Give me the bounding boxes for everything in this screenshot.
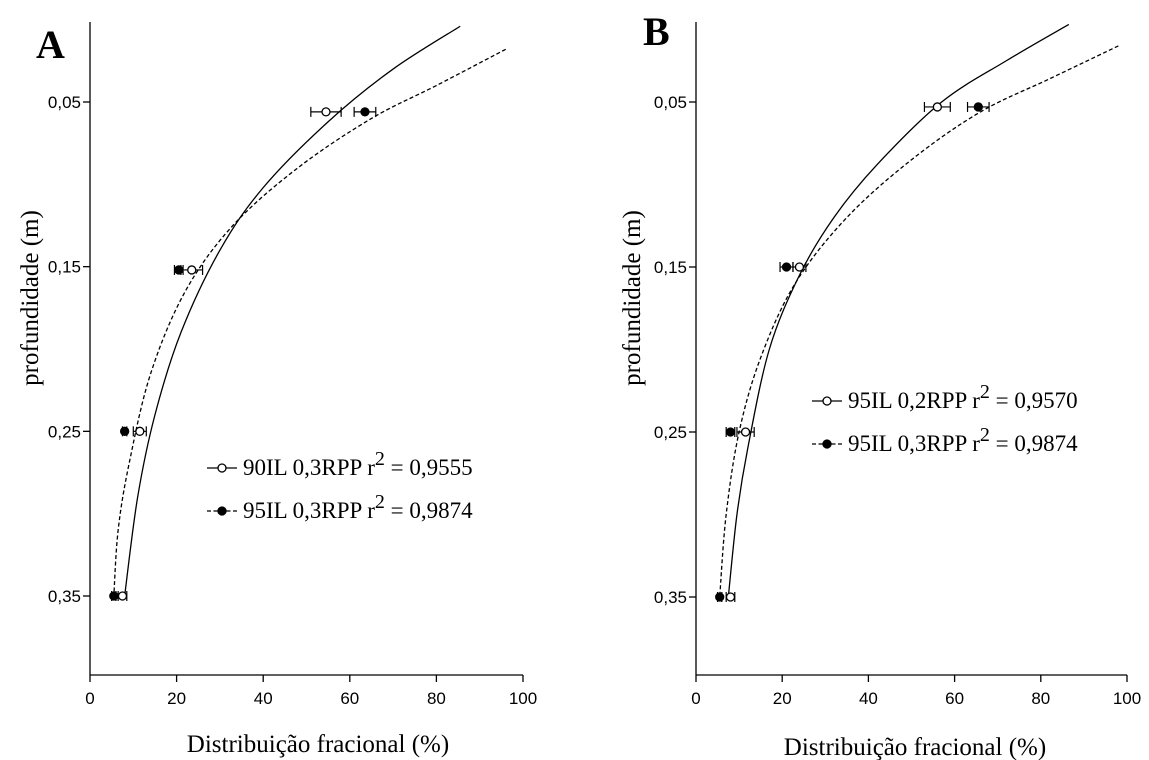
legend-r-symbol: r	[972, 388, 980, 413]
data-point	[725, 592, 736, 602]
series-curve	[727, 23, 1070, 598]
data-point	[135, 426, 145, 436]
y-tick-label: 0,05	[48, 93, 81, 112]
panel-letter: B	[643, 9, 670, 54]
legend-marker	[822, 439, 832, 449]
panel-letter: A	[36, 22, 65, 67]
panel-a: A 0 20 40 60 80 100 0,05 0,15 0,25 0,35 Distribuiçã…	[17, 22, 537, 758]
legend-r-superscript: 2	[980, 424, 990, 446]
data-point	[973, 102, 983, 112]
legend-r-symbol: r	[972, 431, 980, 456]
x-tick-label: 20	[167, 689, 186, 708]
x-tick-label: 80	[1031, 689, 1050, 708]
legend-series-name: 90IL 0,3RPP	[243, 455, 361, 480]
legend-r-superscript: 2	[375, 491, 385, 513]
series-curve	[113, 48, 506, 597]
x-axis-title: Distribuição fracional (%)	[187, 731, 449, 758]
legend-marker	[217, 506, 227, 516]
legend-r-superscript: 2	[375, 448, 385, 470]
legend-series-name: 95IL 0,3RPP	[848, 431, 966, 456]
legend-r-symbol: r	[367, 498, 375, 523]
y-tick-label: 0,25	[48, 422, 81, 441]
data-point	[119, 426, 130, 436]
series-0	[725, 23, 1070, 602]
legend-label: 90IL 0,3RPP r2 = 0,9555	[243, 448, 473, 480]
x-tick-label: 60	[340, 689, 359, 708]
series-curve	[719, 45, 1119, 598]
data-point	[360, 107, 370, 117]
x-tick-label: 40	[254, 689, 273, 708]
legend-r-symbol: r	[367, 455, 375, 480]
x-tick-label: 20	[773, 689, 792, 708]
data-point	[725, 427, 736, 437]
x-tick-label: 80	[427, 689, 446, 708]
legend-r2-value: = 0,9555	[391, 455, 473, 480]
x-axis-title: Distribuição fracional (%)	[784, 734, 1046, 760]
legend-marker	[822, 396, 832, 406]
y-tick-label: 0,15	[654, 258, 687, 277]
data-point	[794, 262, 805, 272]
legend-r2-value: = 0,9874	[391, 498, 473, 523]
data-point	[321, 107, 331, 117]
x-tick-label: 0	[85, 689, 94, 708]
panel-b: B 0 20 40 60 80 100 0,05 0,15 0,25 0,35 Distribuiçã…	[619, 9, 1141, 760]
x-tick-label: 40	[859, 689, 878, 708]
y-axis-title: profundidade (m)	[619, 210, 646, 386]
series-1	[715, 45, 1119, 602]
y-tick-label: 0,15	[48, 258, 81, 277]
x-tick-label: 60	[945, 689, 964, 708]
data-point	[174, 265, 184, 275]
legend-marker	[217, 463, 227, 473]
legend-label: 95IL 0,2RPP r2 = 0,9570	[848, 381, 1078, 413]
y-tick-label: 0,35	[654, 588, 687, 607]
data-point	[740, 427, 751, 437]
y-tick-label: 0,25	[654, 423, 687, 442]
legend-label: 95IL 0,3RPP r2 = 0,9874	[243, 491, 473, 523]
legend-r-superscript: 2	[980, 381, 990, 403]
y-tick-label: 0,05	[654, 93, 687, 112]
legend-label: 95IL 0,3RPP r2 = 0,9874	[848, 424, 1078, 456]
data-point	[715, 592, 725, 602]
legend-r2-value: = 0,9874	[996, 431, 1078, 456]
x-tick-label: 100	[509, 689, 537, 708]
x-tick-label: 0	[691, 689, 700, 708]
data-point	[109, 591, 119, 601]
legend-series-name: 95IL 0,3RPP	[243, 498, 361, 523]
y-tick-label: 0,35	[48, 587, 81, 606]
x-tick-label: 100	[1113, 689, 1141, 708]
legend-r2-value: = 0,9570	[996, 388, 1078, 413]
data-point	[117, 591, 128, 601]
y-axis-title: profundidade (m)	[17, 210, 44, 386]
data-point	[932, 102, 943, 112]
data-point	[187, 265, 197, 275]
series-1	[109, 48, 506, 601]
legend-series-name: 95IL 0,2RPP	[848, 388, 966, 413]
data-point	[781, 262, 792, 272]
series-curve	[123, 25, 461, 597]
series-0	[117, 25, 461, 601]
